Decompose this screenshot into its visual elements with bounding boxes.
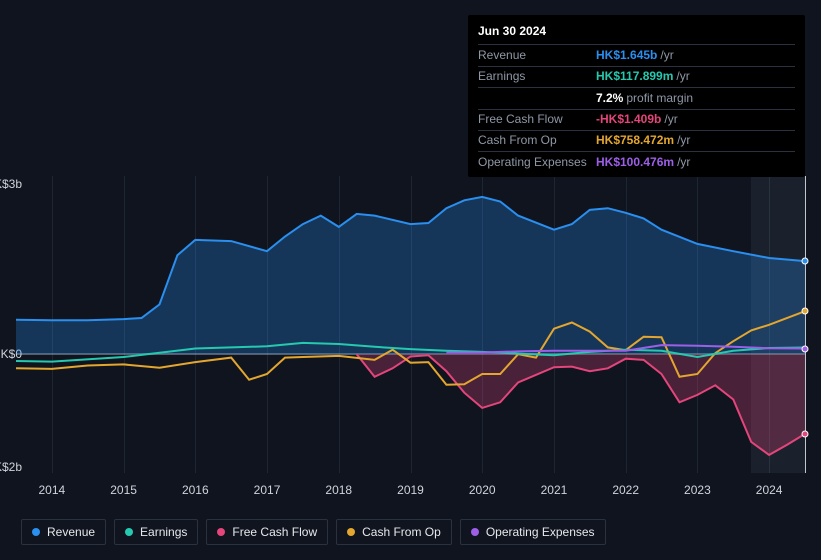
tooltip-row-label: Earnings	[478, 68, 596, 85]
legend-label: Operating Expenses	[486, 525, 595, 539]
tooltip-row: Free Cash Flow-HK$1.409b/yr	[478, 110, 795, 131]
legend-label: Earnings	[140, 525, 187, 539]
tooltip-row-value: HK$100.476m	[596, 155, 674, 169]
tooltip-date: Jun 30 2024	[478, 21, 795, 45]
legend-swatch	[347, 528, 355, 536]
legend-item-free_cash_flow[interactable]: Free Cash Flow	[206, 519, 328, 545]
marker-cash_from_op	[802, 308, 809, 315]
tooltip-row-unit: /yr	[664, 112, 677, 126]
tooltip-row: Cash From OpHK$758.472m/yr	[478, 131, 795, 152]
data-tooltip: Jun 30 2024 RevenueHK$1.645b/yrEarningsH…	[468, 15, 805, 177]
x-axis: 2014 2015 2016 2017 2018 2019 2020 2021 2022 2023…	[16, 483, 805, 499]
tooltip-row-suffix: profit margin	[626, 91, 693, 105]
tooltip-row: Operating ExpensesHK$100.476m/yr	[478, 152, 795, 172]
legend-label: Revenue	[47, 525, 95, 539]
series-area-revenue	[16, 197, 805, 354]
legend-swatch	[471, 528, 479, 536]
marker-free_cash_flow	[802, 430, 809, 437]
x-tick: 2014	[39, 483, 66, 497]
legend-swatch	[32, 528, 40, 536]
tooltip-row-label: Cash From Op	[478, 132, 596, 149]
x-tick: 2018	[325, 483, 352, 497]
x-tick: 2022	[612, 483, 639, 497]
marker-operating_expenses	[802, 345, 809, 352]
tooltip-row-label: Operating Expenses	[478, 154, 596, 171]
x-tick: 2021	[541, 483, 568, 497]
legend-label: Cash From Op	[362, 525, 441, 539]
legend-swatch	[217, 528, 225, 536]
x-tick: 2020	[469, 483, 496, 497]
tooltip-row-value: HK$758.472m	[596, 133, 674, 147]
legend-item-revenue[interactable]: Revenue	[21, 519, 106, 545]
legend-label: Free Cash Flow	[232, 525, 317, 539]
tooltip-row-label	[478, 90, 596, 107]
chart[interactable]: HK$3bHK$0-HK$2b	[16, 158, 805, 483]
series-svg	[16, 158, 805, 483]
tooltip-row: EarningsHK$117.899m/yr	[478, 67, 795, 88]
tooltip-row-label: Free Cash Flow	[478, 111, 596, 128]
x-tick: 2019	[397, 483, 424, 497]
marker-revenue	[802, 258, 809, 265]
x-tick: 2015	[110, 483, 137, 497]
hover-line	[805, 176, 806, 473]
x-tick: 2017	[254, 483, 281, 497]
x-tick: 2024	[756, 483, 783, 497]
legend: Revenue Earnings Free Cash Flow Cash From O…	[21, 519, 606, 545]
tooltip-row: RevenueHK$1.645b/yr	[478, 45, 795, 66]
tooltip-row-unit: /yr	[676, 69, 689, 83]
tooltip-row: 7.2%profit margin	[478, 88, 795, 109]
legend-item-operating_expenses[interactable]: Operating Expenses	[460, 519, 606, 545]
tooltip-row-label: Revenue	[478, 47, 596, 64]
tooltip-row-value: HK$117.899m	[596, 69, 673, 83]
legend-swatch	[125, 528, 133, 536]
x-tick: 2023	[684, 483, 711, 497]
tooltip-row-value: HK$1.645b	[596, 48, 657, 62]
legend-item-earnings[interactable]: Earnings	[114, 519, 198, 545]
tooltip-row-value: -HK$1.409b	[596, 112, 661, 126]
tooltip-row-unit: /yr	[677, 155, 690, 169]
legend-item-cash_from_op[interactable]: Cash From Op	[336, 519, 452, 545]
tooltip-row-value: 7.2%	[596, 91, 623, 105]
tooltip-row-unit: /yr	[677, 133, 690, 147]
x-tick: 2016	[182, 483, 209, 497]
tooltip-row-unit: /yr	[660, 48, 673, 62]
